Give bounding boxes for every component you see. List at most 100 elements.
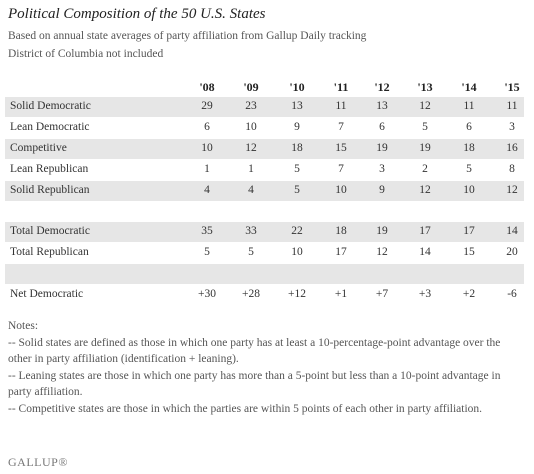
chart-title: Political Composition of the 50 U.S. Sta…: [8, 6, 266, 22]
table-row: Solid Democratic 29 23 13 11 13 12 11 11: [5, 97, 524, 117]
table-cell: 5: [422, 121, 428, 133]
table-cell: 23: [245, 100, 257, 112]
table-cell: +28: [242, 288, 260, 300]
table-cell: 15: [463, 246, 475, 258]
table-cell: 12: [376, 246, 388, 258]
table-row: Total Democratic 35 33 22 18 19 17 17 14: [5, 222, 524, 242]
notes-section: Notes: -- Solid states are defined as th…: [8, 318, 523, 418]
table-cell: 19: [376, 225, 388, 237]
table-cell: 8: [509, 163, 515, 175]
table-cell: +7: [375, 288, 389, 300]
table-cell: +3: [418, 288, 432, 300]
table-cell: 12: [245, 142, 257, 154]
table-cell: 12: [419, 100, 431, 112]
table-cell: 10: [245, 121, 257, 133]
year-header: '11: [333, 80, 349, 94]
table-row: Solid Republican 4 4 5 10 9 12 10 12: [5, 181, 524, 201]
table-cell: 35: [201, 225, 213, 237]
year-header: '12: [374, 80, 390, 94]
table-cell: 2: [422, 163, 428, 175]
table-cell: 1: [204, 163, 210, 175]
table-cell: 10: [335, 184, 347, 196]
table-cell: 10: [463, 184, 475, 196]
row-label: Competitive: [10, 142, 67, 154]
table-cell: 19: [376, 142, 388, 154]
table-cell: 18: [291, 142, 303, 154]
table-row: Total Republican 5 5 10 17 12 14 15 20: [5, 243, 524, 263]
table-cell: 18: [463, 142, 475, 154]
year-header: '13: [417, 80, 433, 94]
table-cell: 11: [335, 100, 347, 112]
row-label: Net Democratic: [10, 288, 84, 300]
table-row: Lean Republican 1 1 5 7 3 2 5 8: [5, 160, 524, 180]
table-cell: 17: [335, 246, 347, 258]
row-label: Lean Democratic: [10, 121, 90, 133]
table-cell: 17: [419, 225, 431, 237]
row-label: Lean Republican: [10, 163, 89, 175]
table-cell: +2: [462, 288, 476, 300]
row-label: Solid Republican: [10, 184, 90, 196]
table-cell: 12: [506, 184, 518, 196]
year-header: '15: [504, 80, 520, 94]
table-cell: 9: [379, 184, 385, 196]
subtitle-line-2: District of Columbia not included: [8, 48, 164, 60]
table-cell: 3: [379, 163, 385, 175]
table-cell: 20: [506, 246, 518, 258]
table-row: [5, 202, 524, 222]
table-cell: 6: [379, 121, 385, 133]
table-cell: +12: [288, 288, 306, 300]
table-cell: 3: [509, 121, 515, 133]
table-cell: 14: [419, 246, 431, 258]
table-cell: 5: [466, 163, 472, 175]
table-cell: 14: [506, 225, 518, 237]
year-header: '10: [289, 80, 305, 94]
table-cell: 5: [294, 184, 300, 196]
table-cell: 13: [376, 100, 388, 112]
table-cell: 15: [335, 142, 347, 154]
year-header: '14: [461, 80, 477, 94]
table-row: Competitive 10 12 18 15 19 19 18 16: [5, 139, 524, 159]
table-row: Net Democratic +30 +28 +12 +1 +7 +3 +2 -6: [5, 285, 524, 305]
table-cell: 19: [419, 142, 431, 154]
gallup-logo: GALLUP®: [8, 455, 68, 469]
table-cell: 6: [204, 121, 210, 133]
table-row: [5, 264, 524, 284]
table-cell: 10: [201, 142, 213, 154]
table-cell: +1: [334, 288, 348, 300]
row-label: Total Democratic: [10, 225, 90, 237]
note-competitive: -- Competitive states are those in which…: [8, 402, 483, 415]
table-cell: 11: [506, 100, 518, 112]
table-cell: 1: [248, 163, 254, 175]
year-header-row: '08 '09 '10 '11 '12 '13 '14 '15: [5, 77, 524, 97]
table-cell: -6: [507, 288, 517, 300]
year-header: '08: [199, 80, 215, 94]
table-cell: 5: [248, 246, 254, 258]
table-cell: 4: [204, 184, 210, 196]
table-cell: 5: [294, 163, 300, 175]
table-cell: 22: [291, 225, 303, 237]
table-cell: 10: [291, 246, 303, 258]
table-cell: 9: [294, 121, 300, 133]
table-cell: 18: [335, 225, 347, 237]
table-cell: 12: [419, 184, 431, 196]
row-label: Total Republican: [10, 246, 89, 258]
table-cell: 7: [338, 121, 344, 133]
table-cell: +30: [198, 288, 216, 300]
row-label: Solid Democratic: [10, 100, 91, 112]
table-cell: 13: [291, 100, 303, 112]
table-row: Lean Democratic 6 10 9 7 6 5 6 3: [5, 118, 524, 138]
table-cell: 4: [248, 184, 254, 196]
table-cell: 5: [204, 246, 210, 258]
table-cell: 29: [201, 100, 213, 112]
table-cell: 16: [506, 142, 518, 154]
table-cell: 11: [463, 100, 475, 112]
table-cell: 6: [466, 121, 472, 133]
table-cell: 7: [338, 163, 344, 175]
note-leaning: -- Leaning states are those in which one…: [8, 369, 501, 399]
table-cell: 33: [245, 225, 257, 237]
notes-heading: Notes:: [8, 320, 39, 332]
year-header: '09: [243, 80, 259, 94]
note-solid: -- Solid states are defined as those in …: [8, 336, 501, 366]
subtitle-line-1: Based on annual state averages of party …: [8, 30, 367, 42]
table-cell: 17: [463, 225, 475, 237]
